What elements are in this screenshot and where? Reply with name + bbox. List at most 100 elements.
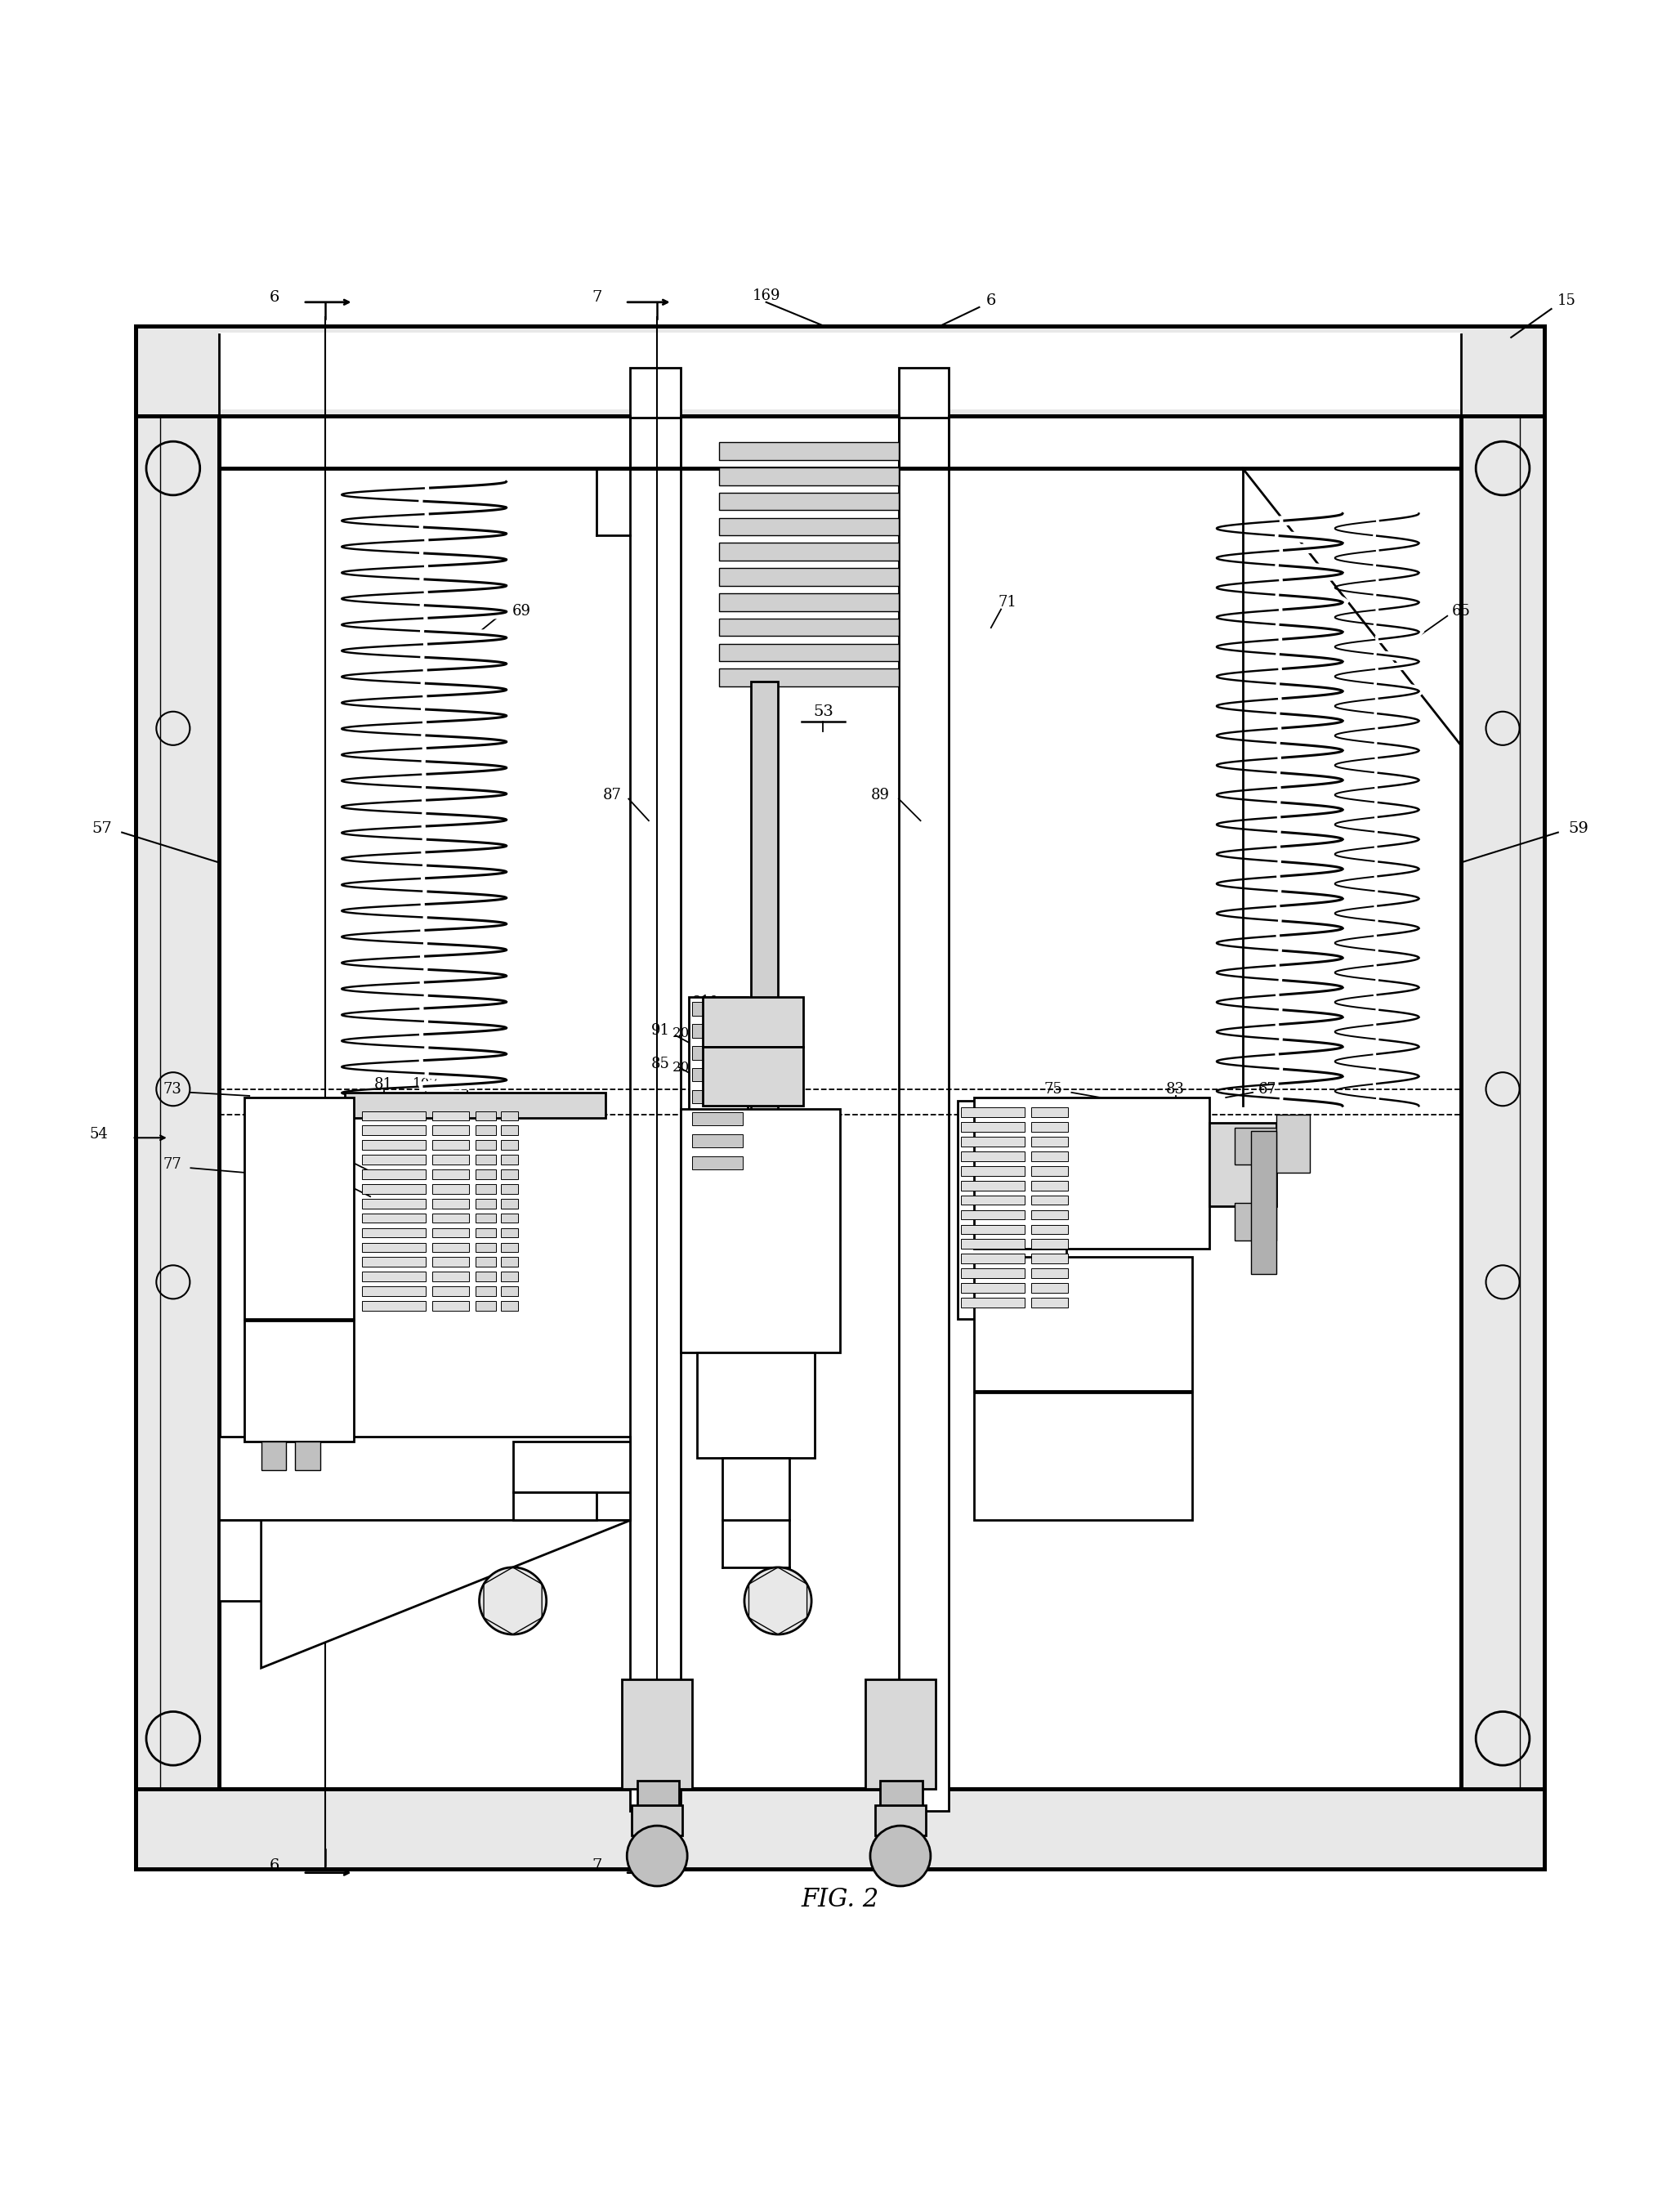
Bar bbox=[501, 1139, 517, 1150]
Text: 101: 101 bbox=[321, 1152, 346, 1166]
Bar bbox=[361, 1170, 425, 1179]
Bar bbox=[218, 1436, 630, 1521]
Bar bbox=[361, 1286, 425, 1295]
Bar bbox=[1032, 1137, 1068, 1146]
Bar bbox=[361, 1139, 425, 1150]
Text: 169: 169 bbox=[753, 288, 780, 303]
Bar bbox=[361, 1258, 425, 1267]
Text: 53: 53 bbox=[813, 705, 833, 720]
Text: 151: 151 bbox=[541, 1442, 570, 1457]
Bar bbox=[475, 1302, 496, 1310]
Bar bbox=[961, 1166, 1025, 1177]
Bar bbox=[961, 1137, 1025, 1146]
Bar bbox=[961, 1225, 1025, 1234]
Bar bbox=[1032, 1269, 1068, 1277]
Text: 73: 73 bbox=[163, 1082, 181, 1098]
Bar bbox=[361, 1126, 425, 1135]
Bar bbox=[475, 1183, 496, 1194]
Text: 206: 206 bbox=[672, 1027, 699, 1040]
Text: 6: 6 bbox=[986, 294, 996, 307]
Bar bbox=[719, 669, 899, 687]
Bar bbox=[875, 1806, 926, 1835]
Text: 200: 200 bbox=[1112, 1440, 1141, 1453]
Bar bbox=[501, 1126, 517, 1135]
Bar bbox=[501, 1302, 517, 1310]
Bar bbox=[722, 1457, 790, 1521]
Circle shape bbox=[479, 1567, 546, 1635]
Bar bbox=[1032, 1166, 1068, 1177]
Bar bbox=[719, 492, 899, 509]
Bar bbox=[432, 1242, 469, 1251]
Bar bbox=[501, 1170, 517, 1179]
Bar bbox=[751, 680, 778, 1352]
Text: 71: 71 bbox=[998, 595, 1016, 610]
Bar bbox=[1210, 1122, 1277, 1207]
Circle shape bbox=[744, 1567, 811, 1635]
Bar bbox=[974, 1394, 1193, 1521]
Bar bbox=[719, 468, 899, 485]
Bar bbox=[1032, 1297, 1068, 1308]
Bar bbox=[432, 1214, 469, 1223]
Bar bbox=[432, 1286, 469, 1295]
Bar bbox=[260, 1442, 286, 1471]
Bar bbox=[501, 1286, 517, 1295]
Bar bbox=[432, 1198, 469, 1207]
Bar bbox=[475, 1227, 496, 1238]
Bar bbox=[880, 1780, 922, 1811]
Bar bbox=[361, 1198, 425, 1207]
Bar bbox=[475, 1126, 496, 1135]
Bar bbox=[361, 1111, 425, 1119]
Bar bbox=[1032, 1108, 1068, 1117]
Bar bbox=[432, 1126, 469, 1135]
Bar bbox=[961, 1108, 1025, 1117]
Bar bbox=[692, 1113, 743, 1126]
Text: 77: 77 bbox=[163, 1157, 181, 1172]
Bar bbox=[475, 1286, 496, 1295]
Bar bbox=[475, 1155, 496, 1163]
Bar bbox=[632, 1806, 682, 1835]
Bar bbox=[244, 1321, 353, 1442]
Bar bbox=[1032, 1196, 1068, 1205]
Bar bbox=[974, 1098, 1210, 1249]
Bar bbox=[244, 1098, 353, 1319]
Bar bbox=[432, 1111, 469, 1119]
Text: 91: 91 bbox=[652, 1023, 670, 1038]
Bar bbox=[692, 1135, 743, 1148]
Text: 87: 87 bbox=[603, 788, 622, 803]
Bar bbox=[1462, 417, 1544, 1789]
Text: 109: 109 bbox=[455, 1078, 480, 1091]
Text: 115: 115 bbox=[321, 1179, 346, 1192]
Bar bbox=[344, 1093, 605, 1117]
Bar bbox=[1032, 1181, 1068, 1190]
Bar bbox=[432, 1155, 469, 1163]
Bar bbox=[294, 1442, 319, 1471]
Bar bbox=[475, 1170, 496, 1179]
Bar bbox=[501, 1155, 517, 1163]
Bar bbox=[961, 1152, 1025, 1161]
Bar bbox=[1252, 1130, 1277, 1273]
Bar bbox=[692, 1157, 743, 1170]
Bar bbox=[961, 1122, 1025, 1133]
Bar bbox=[865, 1679, 936, 1789]
Text: 59: 59 bbox=[1567, 821, 1588, 836]
Bar bbox=[680, 1108, 840, 1352]
Text: 63: 63 bbox=[880, 1846, 900, 1859]
Bar bbox=[702, 1047, 803, 1106]
Text: 69: 69 bbox=[512, 604, 531, 619]
Bar bbox=[692, 1069, 743, 1082]
Bar bbox=[1032, 1284, 1068, 1293]
Bar bbox=[136, 1789, 1544, 1870]
Text: 204: 204 bbox=[672, 1060, 699, 1073]
Bar bbox=[361, 1227, 425, 1238]
Bar bbox=[432, 1139, 469, 1150]
Bar bbox=[512, 1442, 630, 1493]
Bar bbox=[432, 1183, 469, 1194]
Text: 6: 6 bbox=[269, 1859, 279, 1872]
Text: 57: 57 bbox=[92, 821, 113, 836]
Bar bbox=[432, 1258, 469, 1267]
Bar bbox=[501, 1271, 517, 1282]
Bar bbox=[1235, 1128, 1277, 1166]
Bar bbox=[512, 1493, 596, 1521]
Bar bbox=[475, 1258, 496, 1267]
Bar bbox=[475, 1242, 496, 1251]
